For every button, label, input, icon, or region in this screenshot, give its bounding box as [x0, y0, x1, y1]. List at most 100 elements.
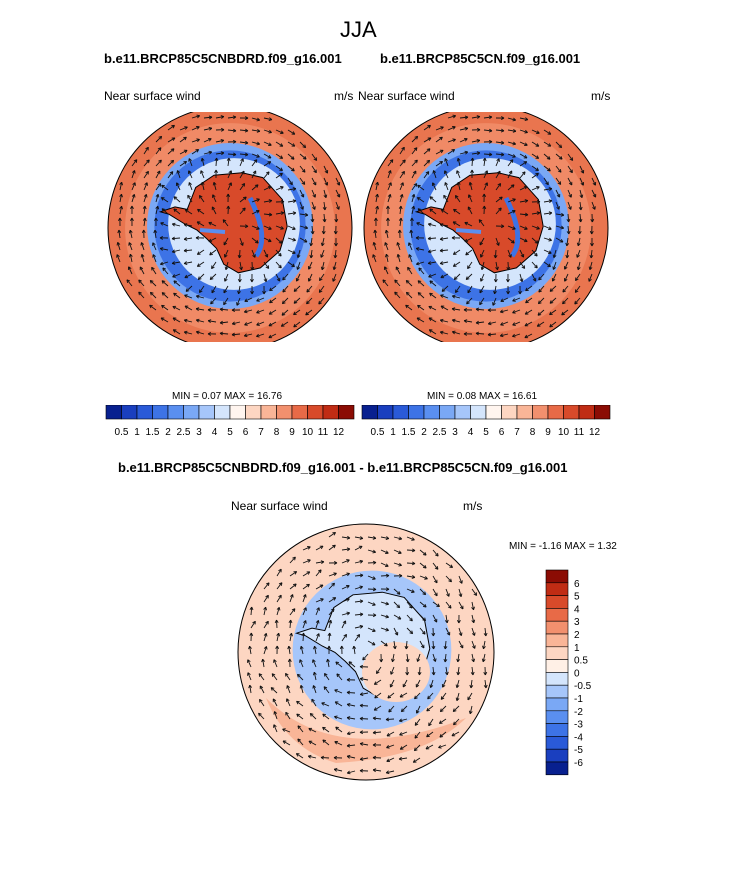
wind-vector-arrow — [155, 193, 160, 203]
wind-vector-arrow — [131, 182, 136, 191]
wind-vector-arrow — [251, 249, 256, 258]
wind-vector-arrow — [275, 199, 285, 204]
colorbar-tick-label: -4 — [574, 732, 583, 743]
wind-vector-arrow — [555, 225, 564, 230]
wind-vector-arrow — [483, 666, 488, 676]
wind-vector-arrow — [500, 297, 509, 303]
wind-vector-arrow — [435, 136, 443, 143]
wind-vector-arrow — [226, 193, 231, 203]
wind-vector-arrow — [334, 701, 343, 707]
wind-vector-arrow — [167, 124, 175, 131]
wind-vector-arrow — [499, 309, 509, 314]
wind-vector-arrow — [196, 261, 205, 267]
wind-vector-arrow — [380, 587, 390, 592]
wind-vector-arrow — [296, 713, 304, 720]
wind-vector-arrow — [315, 560, 325, 565]
wind-vector-arrow — [419, 640, 425, 649]
wind-vector-arrow — [315, 620, 320, 629]
wind-vector-arrow — [211, 261, 217, 270]
wind-vector-arrow — [263, 237, 272, 243]
wind-vector-arrow — [480, 273, 485, 282]
wind-vector-arrow — [359, 703, 369, 708]
colorbar-swatch — [545, 620, 569, 635]
wind-vector-arrow — [405, 304, 413, 311]
colorbar-swatch — [377, 405, 394, 420]
wind-vector-arrow — [215, 127, 225, 132]
wind-vector-arrow — [224, 249, 229, 258]
wind-vector-arrow — [519, 249, 525, 258]
wind-vector-arrow — [465, 249, 473, 256]
wind-vector-arrow — [295, 273, 301, 282]
wind-vector-arrow — [393, 536, 403, 541]
diff-wind-map — [237, 523, 495, 781]
wind-vector-arrow — [470, 169, 474, 179]
wind-vector-arrow — [543, 225, 552, 230]
colorbar-tick-label: 9 — [545, 427, 551, 438]
wind-vector-arrow — [263, 171, 270, 179]
wind-vector-arrow — [243, 333, 253, 338]
wind-vector-arrow — [167, 159, 175, 167]
wind-vector-arrow — [269, 297, 277, 304]
wind-vector-arrow — [268, 333, 277, 339]
wind-vector-arrow — [315, 607, 320, 616]
colorbar-swatch — [260, 405, 277, 420]
colorbar-tick-label: 8 — [274, 427, 280, 438]
wind-vector-arrow — [198, 195, 205, 203]
wind-vector-arrow — [311, 153, 318, 161]
wind-vector-arrow — [531, 172, 539, 179]
wind-vector-arrow — [143, 146, 149, 155]
wind-vector-arrow — [507, 237, 515, 244]
wind-vector-arrow — [405, 653, 410, 663]
colorbar-swatch — [545, 582, 569, 596]
wind-vector-arrow — [188, 158, 193, 167]
colorbar-tick-label: 7 — [514, 427, 520, 438]
colorbar-swatch — [152, 405, 169, 420]
colorbar-tick-label: 2 — [421, 427, 427, 438]
wind-vector-arrow — [263, 606, 268, 616]
wind-vector-arrow — [346, 770, 356, 775]
wind-vector-arrow — [386, 731, 395, 737]
wind-vector-arrow — [479, 237, 485, 246]
wind-vector-arrow — [346, 690, 356, 695]
wind-vector-arrow — [334, 715, 343, 720]
wind-vector-arrow — [590, 237, 594, 247]
wind-vector-arrow — [482, 193, 487, 203]
wind-vector-arrow — [435, 149, 444, 155]
wind-vector-arrow — [439, 248, 449, 253]
colorbar-swatch — [545, 761, 569, 776]
wind-vector-arrow — [538, 285, 545, 293]
wind-vector-arrow — [439, 261, 449, 265]
wind-vector-arrow — [227, 115, 237, 120]
wind-vector-arrow — [468, 194, 473, 203]
wind-vector-arrow — [244, 321, 253, 326]
wind-vector-arrow — [149, 304, 157, 311]
wind-vector-arrow — [447, 149, 456, 155]
wind-vector-arrow — [524, 321, 533, 327]
colorbar-swatch — [183, 405, 200, 420]
wind-vector-arrow — [312, 685, 317, 694]
wind-vector-arrow — [250, 285, 254, 295]
wind-vector-arrow — [309, 237, 314, 247]
wind-vector-arrow — [407, 266, 413, 275]
wind-vector-arrow — [116, 242, 121, 251]
wind-vector-arrow — [549, 297, 557, 304]
wind-vector-arrow — [412, 757, 421, 763]
wind-vector-arrow — [161, 208, 169, 215]
wind-vector-arrow — [416, 261, 425, 266]
wind-vector-arrow — [575, 273, 581, 282]
wind-vector-arrow — [289, 608, 296, 616]
wind-vector-arrow — [411, 183, 418, 191]
wind-vector-arrow — [549, 285, 557, 292]
colorbar-tick-label: 5 — [483, 427, 489, 438]
wind-vector-arrow — [209, 249, 217, 256]
wind-vector-arrow — [346, 754, 356, 759]
wind-vector-arrow — [492, 297, 497, 306]
wind-vector-arrow — [275, 165, 283, 172]
wind-vector-arrow — [128, 242, 133, 251]
wind-vector-arrow — [574, 285, 581, 293]
wind-vector-arrow — [413, 744, 421, 752]
wind-vector-arrow — [239, 237, 244, 246]
wind-vector-arrow — [249, 606, 254, 616]
wind-vector-arrow — [374, 217, 378, 227]
wind-vector-arrow — [367, 549, 376, 554]
